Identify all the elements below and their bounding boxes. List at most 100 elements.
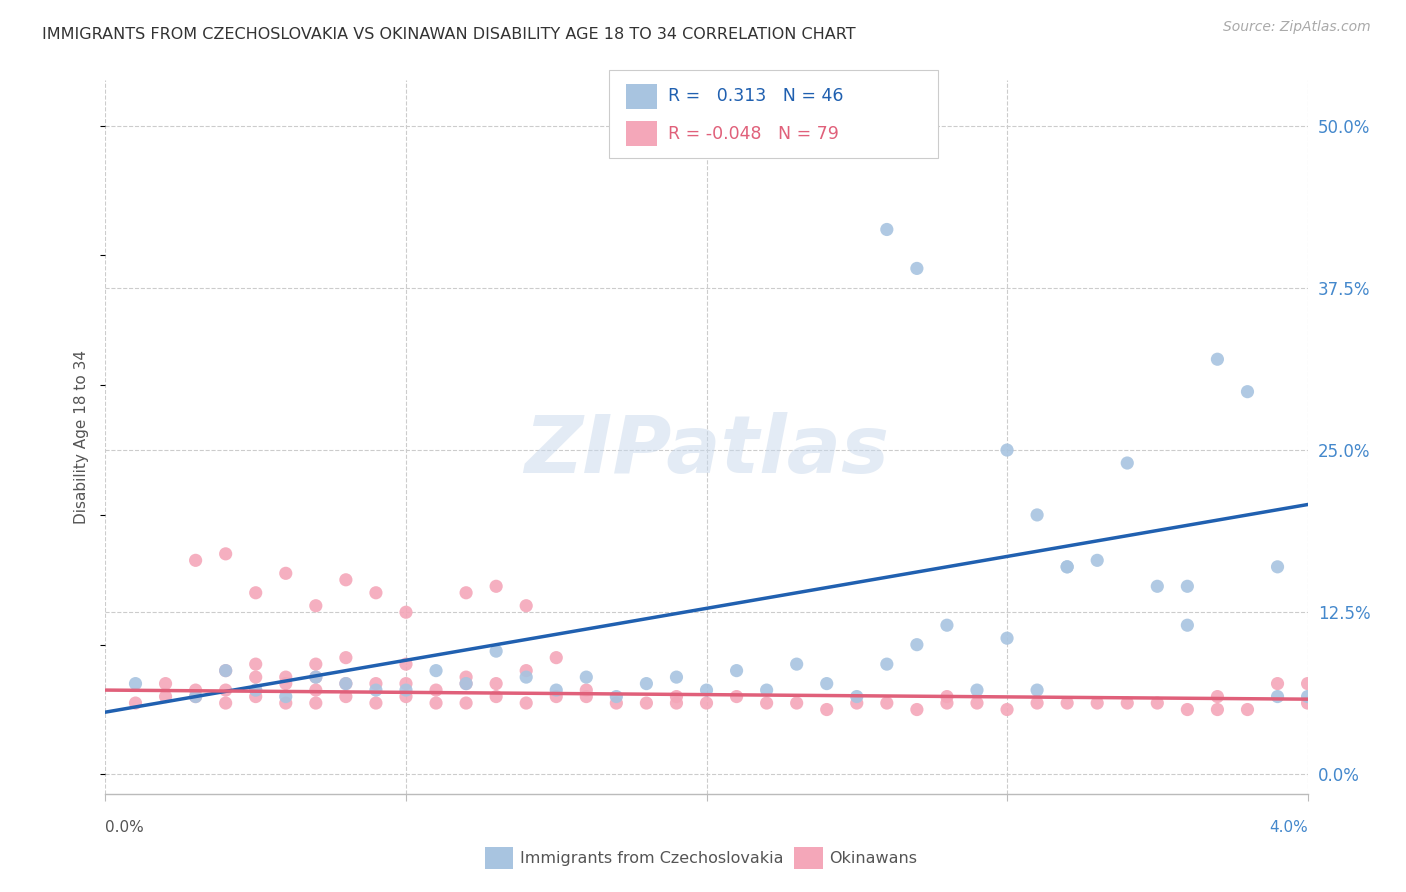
Point — [605, 696, 627, 710]
Point — [245, 683, 267, 698]
Text: IMMIGRANTS FROM CZECHOSLOVAKIA VS OKINAWAN DISABILITY AGE 18 TO 34 CORRELATION C: IMMIGRANTS FROM CZECHOSLOVAKIA VS OKINAW… — [42, 27, 856, 42]
Point — [395, 683, 418, 698]
Point — [184, 690, 207, 704]
Point — [1056, 559, 1078, 574]
Point — [845, 690, 868, 704]
Point — [274, 690, 297, 704]
Point — [184, 683, 207, 698]
Point — [214, 696, 236, 710]
Point — [245, 586, 267, 600]
Text: Okinawans: Okinawans — [830, 851, 918, 865]
Point — [245, 670, 267, 684]
Point — [665, 696, 688, 710]
Point — [546, 650, 568, 665]
Text: 4.0%: 4.0% — [1268, 821, 1308, 835]
Point — [485, 579, 508, 593]
Point — [214, 683, 236, 698]
Point — [1206, 702, 1229, 716]
Point — [725, 690, 748, 704]
Point — [815, 702, 838, 716]
Text: R =   0.313   N = 46: R = 0.313 N = 46 — [668, 87, 844, 105]
Point — [966, 683, 988, 698]
Point — [725, 664, 748, 678]
Point — [905, 702, 928, 716]
Point — [696, 696, 718, 710]
Point — [636, 676, 658, 690]
Point — [245, 690, 267, 704]
Point — [214, 547, 236, 561]
Point — [454, 676, 477, 690]
Point — [1267, 676, 1289, 690]
Point — [546, 690, 568, 704]
Point — [1267, 690, 1289, 704]
Point — [425, 683, 447, 698]
Point — [995, 702, 1018, 716]
Point — [214, 664, 236, 678]
Text: Source: ZipAtlas.com: Source: ZipAtlas.com — [1223, 20, 1371, 34]
Point — [364, 676, 387, 690]
Point — [515, 599, 537, 613]
Point — [395, 690, 418, 704]
Point — [1056, 559, 1078, 574]
Text: R = -0.048   N = 79: R = -0.048 N = 79 — [668, 125, 839, 143]
Point — [1175, 702, 1198, 716]
Point — [305, 696, 328, 710]
Point — [184, 690, 207, 704]
Point — [1056, 696, 1078, 710]
Point — [1236, 702, 1258, 716]
Point — [274, 566, 297, 581]
Point — [305, 670, 328, 684]
Point — [515, 696, 537, 710]
Point — [364, 696, 387, 710]
Point — [575, 690, 598, 704]
Point — [1296, 696, 1319, 710]
Point — [575, 670, 598, 684]
Point — [245, 657, 267, 672]
Point — [755, 696, 778, 710]
Point — [936, 690, 959, 704]
Point — [395, 605, 418, 619]
Point — [274, 696, 297, 710]
Point — [1175, 618, 1198, 632]
Point — [515, 664, 537, 678]
Point — [274, 670, 297, 684]
Point — [936, 696, 959, 710]
Point — [786, 657, 808, 672]
Point — [155, 676, 177, 690]
Point — [605, 690, 627, 704]
Point — [184, 553, 207, 567]
Text: ZIPatlas: ZIPatlas — [524, 412, 889, 491]
Point — [936, 618, 959, 632]
Point — [364, 683, 387, 698]
Point — [1085, 696, 1108, 710]
Point — [454, 670, 477, 684]
Point — [395, 657, 418, 672]
Point — [995, 631, 1018, 645]
Point — [1026, 508, 1049, 522]
Point — [1267, 559, 1289, 574]
Point — [305, 683, 328, 698]
Point — [485, 676, 508, 690]
Point — [305, 657, 328, 672]
Y-axis label: Disability Age 18 to 34: Disability Age 18 to 34 — [75, 350, 90, 524]
Point — [876, 222, 898, 236]
Point — [876, 696, 898, 710]
Point — [575, 683, 598, 698]
Point — [155, 690, 177, 704]
Point — [1116, 456, 1139, 470]
Point — [546, 683, 568, 698]
Point — [966, 696, 988, 710]
Point — [364, 586, 387, 600]
Point — [1296, 676, 1319, 690]
Point — [425, 696, 447, 710]
Point — [485, 644, 508, 658]
Point — [665, 690, 688, 704]
Point — [124, 696, 146, 710]
Point — [1296, 690, 1319, 704]
Text: Immigrants from Czechoslovakia: Immigrants from Czechoslovakia — [520, 851, 783, 865]
Point — [245, 683, 267, 698]
Point — [905, 638, 928, 652]
Point — [995, 443, 1018, 458]
Point — [335, 676, 357, 690]
Point — [214, 664, 236, 678]
